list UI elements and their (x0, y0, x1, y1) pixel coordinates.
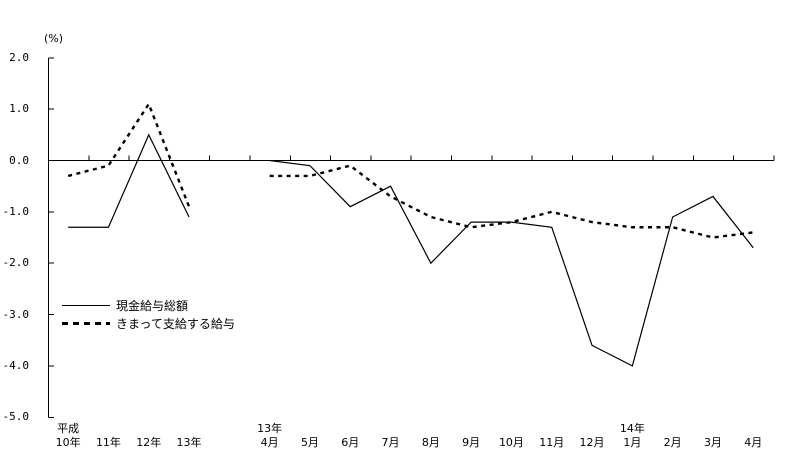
x-axis-tick-label: 4月 (260, 436, 279, 449)
y-axis-tick-label: -3.0 (2, 307, 30, 321)
x-axis-tick-label: 3月 (703, 436, 722, 449)
x-axis-era-label: 13年 (257, 422, 283, 435)
x-axis-tick-label: 8月 (421, 436, 440, 449)
x-axis-era-label: 平成 (57, 422, 80, 435)
x-axis-tick-label: 13年 (176, 436, 202, 449)
x-axis-tick-label: 10年 (55, 436, 81, 449)
x-axis-tick-label: 6月 (341, 436, 360, 449)
x-axis-tick-label: 11年 (95, 436, 121, 449)
y-axis-unit-label: (%) (44, 32, 64, 45)
series-line-dotted (269, 164, 754, 239)
x-axis-tick-label: 1月 (623, 436, 642, 449)
x-axis-tick-label: 7月 (381, 436, 400, 449)
legend-solid-line-sample (62, 304, 110, 306)
series-line-solid (68, 133, 190, 228)
x-axis-tick-label: 12年 (136, 436, 162, 449)
x-axis-tick-label: 12月 (579, 436, 605, 449)
legend-label-contractual-earnings: きまって支給する給与 (116, 316, 235, 331)
x-axis-tick-label: 9月 (462, 436, 481, 449)
x-axis-tick-label: 5月 (300, 436, 319, 449)
x-axis-tick-label: 2月 (663, 436, 682, 449)
series-line-solid (269, 159, 754, 367)
legend-label-cash-earnings: 現金給与総額 (116, 298, 189, 313)
x-axis-tick-label: 11月 (539, 436, 565, 449)
x-axis-era-label: 14年 (619, 422, 645, 435)
y-axis-tick-label: -1.0 (2, 204, 30, 218)
y-axis-tick-label: 2.0 (9, 50, 29, 64)
chart-legend: 現金給与総額 きまって支給する給与 (62, 296, 235, 332)
y-axis-tick-label: -2.0 (2, 256, 30, 270)
series-line-dotted (67, 101, 191, 208)
y-axis-tick-label: -5.0 (2, 410, 30, 424)
legend-item-cash-earnings: 現金給与総額 (62, 296, 235, 314)
y-axis-tick-label: -4.0 (2, 358, 30, 372)
y-axis-tick-label: 1.0 (9, 102, 29, 116)
legend-dotted-line-sample (62, 321, 110, 325)
x-axis-tick-label: 4月 (744, 436, 763, 449)
x-axis-tick-label: 10月 (498, 436, 524, 449)
legend-item-contractual-earnings: きまって支給する給与 (62, 314, 235, 332)
y-axis-tick-label: 0.0 (9, 153, 29, 167)
